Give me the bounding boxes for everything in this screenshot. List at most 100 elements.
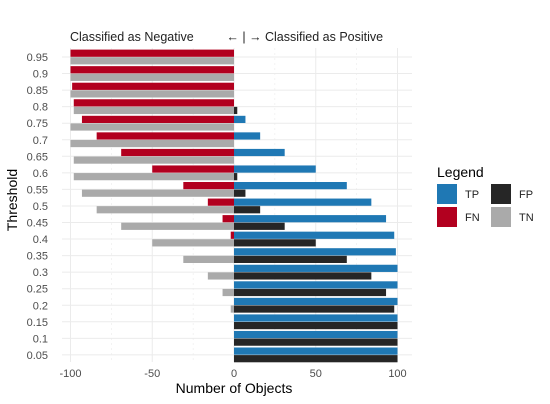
bars [70, 49, 398, 363]
legend-swatch-tn [491, 207, 511, 227]
bar-tn [121, 222, 234, 230]
legend-swatch-fn [437, 207, 457, 227]
bar-tp [234, 165, 316, 173]
bar-fp [234, 288, 387, 297]
bar-tp [234, 198, 372, 206]
bar-tn [81, 189, 234, 197]
bar-tp [234, 347, 398, 355]
x-tick-label: 0 [231, 368, 237, 380]
legend-label-tn: TN [519, 212, 534, 224]
bar-tp [234, 330, 398, 339]
bar-fn [207, 198, 234, 206]
bar-fn [230, 231, 234, 239]
y-tick-label: 0.5 [33, 201, 48, 213]
bar-tn [70, 57, 234, 65]
y-tick-label: 0.95 [27, 52, 48, 64]
y-tick-label: 0.05 [27, 350, 48, 362]
y-tick-label: 0.75 [27, 118, 48, 130]
legend-label-fn: FN [465, 212, 480, 224]
y-tick-label: 0.55 [27, 184, 48, 196]
bar-fn [183, 182, 234, 190]
bar-fn [96, 132, 234, 140]
y-tick-label: 0.8 [33, 102, 48, 114]
bar-tn [222, 288, 234, 297]
bar-tp [234, 297, 398, 306]
bar-tp [234, 182, 347, 190]
bar-fp [234, 255, 347, 263]
bar-tn [70, 123, 234, 131]
bar-fp [234, 355, 398, 363]
bar-fn [70, 49, 234, 57]
y-tick-labels: 0.95 0.9 0.85 0.8 0.75 0.7 0.65 0.6 0.55 0.5 0.45 0… [27, 52, 48, 362]
bar-fp [234, 322, 398, 330]
bar-tp [234, 281, 398, 289]
y-tick-label: 0.45 [27, 218, 48, 230]
bar-fp [234, 272, 372, 280]
bar-fn [70, 66, 234, 74]
x-tick-label: -100 [59, 368, 81, 380]
bar-fn [73, 99, 235, 107]
bar-fn [222, 215, 234, 223]
bar-fn [72, 82, 234, 90]
y-tick-label: 0.25 [27, 284, 48, 296]
bar-tn [70, 90, 234, 98]
y-tick-label: 0.2 [33, 300, 48, 312]
y-tick-label: 0.9 [33, 69, 48, 81]
x-tick-label: 100 [388, 368, 406, 380]
bar-fn [121, 148, 234, 157]
y-tick-label: 0.85 [27, 85, 48, 97]
legend: Legend TP FP FN TN [437, 164, 534, 227]
bar-tn [207, 272, 234, 280]
bar-tp [234, 132, 261, 140]
bar-fp [234, 338, 398, 346]
x-tick-labels: -100 -50 0 50 100 [59, 368, 406, 380]
x-tick-label: -50 [144, 368, 160, 380]
legend-title: Legend [437, 164, 484, 180]
y-tick-label: 0.1 [33, 333, 48, 345]
bar-tn [73, 173, 235, 181]
bar-fn [152, 165, 234, 173]
bar-tp [234, 115, 246, 123]
bar-tp [234, 215, 387, 223]
bar-tp [234, 148, 285, 157]
bar-tp [234, 264, 398, 272]
bar-tp [234, 314, 398, 322]
bar-fp [234, 106, 238, 115]
bar-tn [70, 73, 234, 81]
bar-tp [234, 231, 395, 239]
annotation-negative: Classified as Negative [70, 30, 194, 44]
y-tick-label: 0.7 [33, 135, 48, 147]
y-tick-label: 0.3 [33, 267, 48, 279]
bar-fp [234, 305, 395, 313]
bar-fp [234, 239, 316, 247]
bar-fp [234, 173, 238, 181]
legend-swatch-fp [491, 184, 511, 204]
y-tick-label: 0.65 [27, 151, 48, 163]
y-tick-label: 0.35 [27, 251, 48, 263]
bar-tp [234, 248, 396, 256]
legend-label-tp: TP [465, 189, 479, 201]
x-axis-title: Number of Objects [176, 380, 293, 396]
bar-tn [70, 139, 234, 148]
legend-label-fp: FP [519, 189, 533, 201]
y-tick-label: 0.15 [27, 317, 48, 329]
bar-fp [234, 222, 285, 230]
bar-tn [96, 206, 234, 214]
bar-fp [234, 206, 261, 214]
annotation-positive: Classified as Positive [265, 30, 383, 44]
legend-swatch-tp [437, 184, 457, 204]
bar-fn [81, 115, 234, 123]
bar-tn [230, 305, 234, 313]
y-tick-label: 0.6 [33, 168, 48, 180]
grid [62, 48, 412, 362]
bar-fp [234, 189, 246, 197]
annotation-arrow: ← | → [226, 30, 261, 44]
x-tick-label: 50 [310, 368, 322, 380]
y-axis-title: Threshold [4, 169, 20, 231]
bar-tn [73, 156, 235, 164]
bar-tn [152, 239, 234, 247]
bar-tn [183, 255, 234, 263]
bar-tn [73, 106, 235, 115]
y-tick-label: 0.4 [33, 234, 48, 246]
